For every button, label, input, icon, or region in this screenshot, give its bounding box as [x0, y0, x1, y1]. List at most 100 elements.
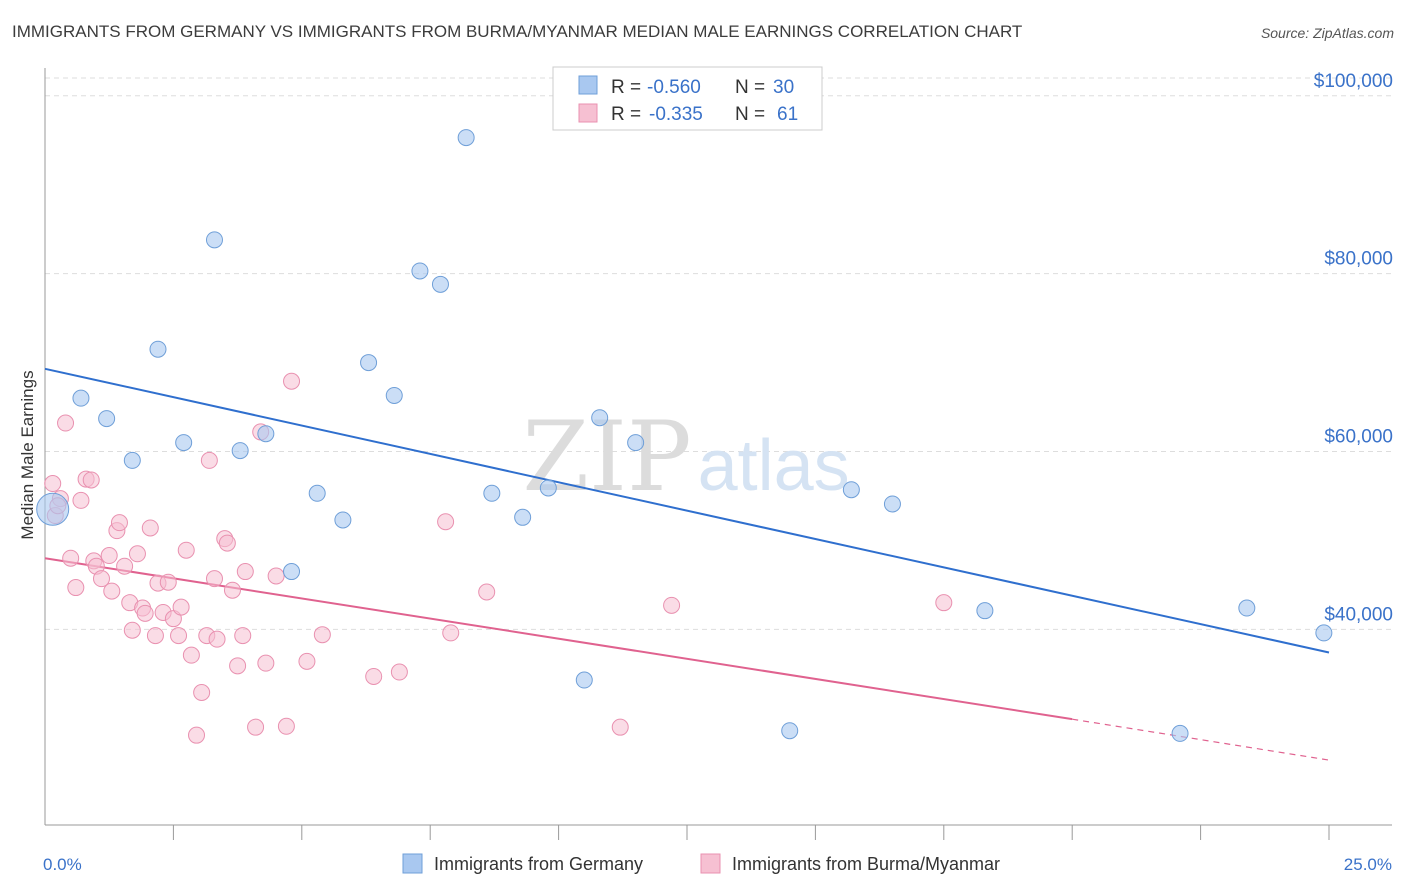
- burma-point: [200, 451, 218, 469]
- stats-legend: R = -0.560 N = 30 R = -0.335 N = 61: [552, 66, 823, 131]
- germany-point: [575, 671, 593, 689]
- germany-point: [98, 410, 116, 428]
- burma-point: [62, 549, 80, 567]
- burma-point: [146, 627, 164, 645]
- germany-point: [411, 262, 429, 280]
- burma-point: [935, 594, 953, 612]
- burma-point: [236, 563, 254, 581]
- burma-point: [229, 657, 247, 675]
- burma-point: [110, 514, 128, 532]
- burma-point: [116, 557, 134, 575]
- germany-point: [308, 484, 326, 502]
- series-legend-swatch-germany: [402, 853, 423, 874]
- trend-line-germany: [44, 367, 1330, 654]
- germany-point: [149, 340, 167, 358]
- burma-point: [223, 581, 241, 599]
- burma-point: [442, 624, 460, 642]
- burma-point: [123, 621, 141, 639]
- burma-point: [172, 598, 190, 616]
- germany-point: [976, 602, 994, 620]
- burma-point: [67, 579, 85, 597]
- series-legend-swatch-burma: [700, 853, 721, 874]
- watermark-atlas: atlas: [698, 426, 850, 506]
- germany-point: [1315, 624, 1333, 642]
- y-tick-label: $40,000: [1324, 604, 1393, 625]
- burma-point: [170, 627, 188, 645]
- x-tick-label-max: 25.0%: [1344, 855, 1392, 874]
- burma-point: [103, 582, 121, 600]
- burma-point: [92, 570, 110, 588]
- grid-layer: [45, 77, 1392, 630]
- y-tick-label: $60,000: [1324, 427, 1393, 448]
- germany-point: [385, 386, 403, 404]
- burma-point: [365, 667, 383, 685]
- burma-point: [208, 630, 226, 648]
- germany-point: [360, 354, 378, 372]
- germany-point: [231, 442, 249, 460]
- germany-point: [627, 434, 645, 452]
- burma-point: [257, 654, 275, 672]
- x-tick-label-min: 0.0%: [43, 855, 82, 874]
- burma-point: [182, 646, 200, 664]
- burma-point: [141, 519, 159, 537]
- trend-line-burma-extension: [1072, 718, 1330, 761]
- legend-swatch-burma: [578, 103, 598, 123]
- axes-layer: $40,000 $60,000 $80,000 $100,000: [44, 68, 1393, 840]
- y-tick-label: $80,000: [1324, 249, 1393, 270]
- germany-point: [283, 563, 301, 581]
- legend-n-label-burma: N =: [735, 104, 765, 125]
- burma-point: [313, 626, 331, 644]
- germany-point: [123, 451, 141, 469]
- germany-point: [205, 231, 223, 249]
- burma-point: [193, 683, 211, 701]
- burma-point: [277, 717, 295, 735]
- burma-point: [611, 718, 629, 736]
- burma-point: [136, 604, 154, 622]
- burma-point: [267, 567, 285, 585]
- series-legend-label-burma: Immigrants from Burma/Myanmar: [732, 854, 1000, 874]
- germany-point: [257, 425, 275, 443]
- burma-point: [177, 541, 195, 559]
- burma-point: [298, 652, 316, 670]
- germany-point: [539, 479, 557, 497]
- germany-point: [781, 722, 799, 740]
- watermark: ZIPatlas: [522, 401, 849, 513]
- burma-point: [44, 475, 62, 493]
- legend-n-value-germany: 30: [773, 77, 794, 98]
- germany-point: [883, 495, 901, 513]
- points-layer: [36, 129, 1333, 744]
- legend-r-value-germany: -0.560: [647, 77, 701, 98]
- germany-point: [1171, 724, 1189, 742]
- legend-r-label-germany: R =: [611, 77, 641, 98]
- burma-point: [188, 726, 206, 744]
- series-legend: Immigrants from Germany Immigrants from …: [402, 853, 1000, 874]
- burma-point: [283, 372, 301, 390]
- burma-point: [159, 573, 177, 591]
- germany-point: [175, 434, 193, 452]
- y-axis-label: Median Male Earnings: [18, 370, 37, 539]
- germany-point: [1238, 599, 1256, 617]
- burma-point: [72, 491, 90, 509]
- source-label: Source: ZipAtlas.com: [1260, 25, 1394, 41]
- burma-point: [247, 718, 265, 736]
- burma-point: [57, 414, 75, 432]
- series-legend-label-germany: Immigrants from Germany: [434, 854, 643, 874]
- germany-point: [334, 511, 352, 529]
- legend-n-value-burma: 61: [777, 104, 798, 125]
- burma-point: [82, 471, 100, 489]
- burma-point: [100, 547, 118, 565]
- burma-point: [205, 570, 223, 588]
- y-tick-label: $100,000: [1314, 71, 1393, 92]
- legend-n-label-germany: N =: [735, 77, 765, 98]
- germany-point: [842, 481, 860, 499]
- burma-point: [128, 545, 146, 563]
- germany-point: [483, 484, 501, 502]
- legend-r-value-burma: -0.335: [649, 104, 703, 125]
- germany-point: [591, 409, 609, 427]
- germany-point: [457, 129, 475, 147]
- burma-point: [478, 583, 496, 601]
- chart-title: IMMIGRANTS FROM GERMANY VS IMMIGRANTS FR…: [12, 22, 1023, 41]
- burma-point: [663, 596, 681, 614]
- germany-point: [72, 389, 90, 407]
